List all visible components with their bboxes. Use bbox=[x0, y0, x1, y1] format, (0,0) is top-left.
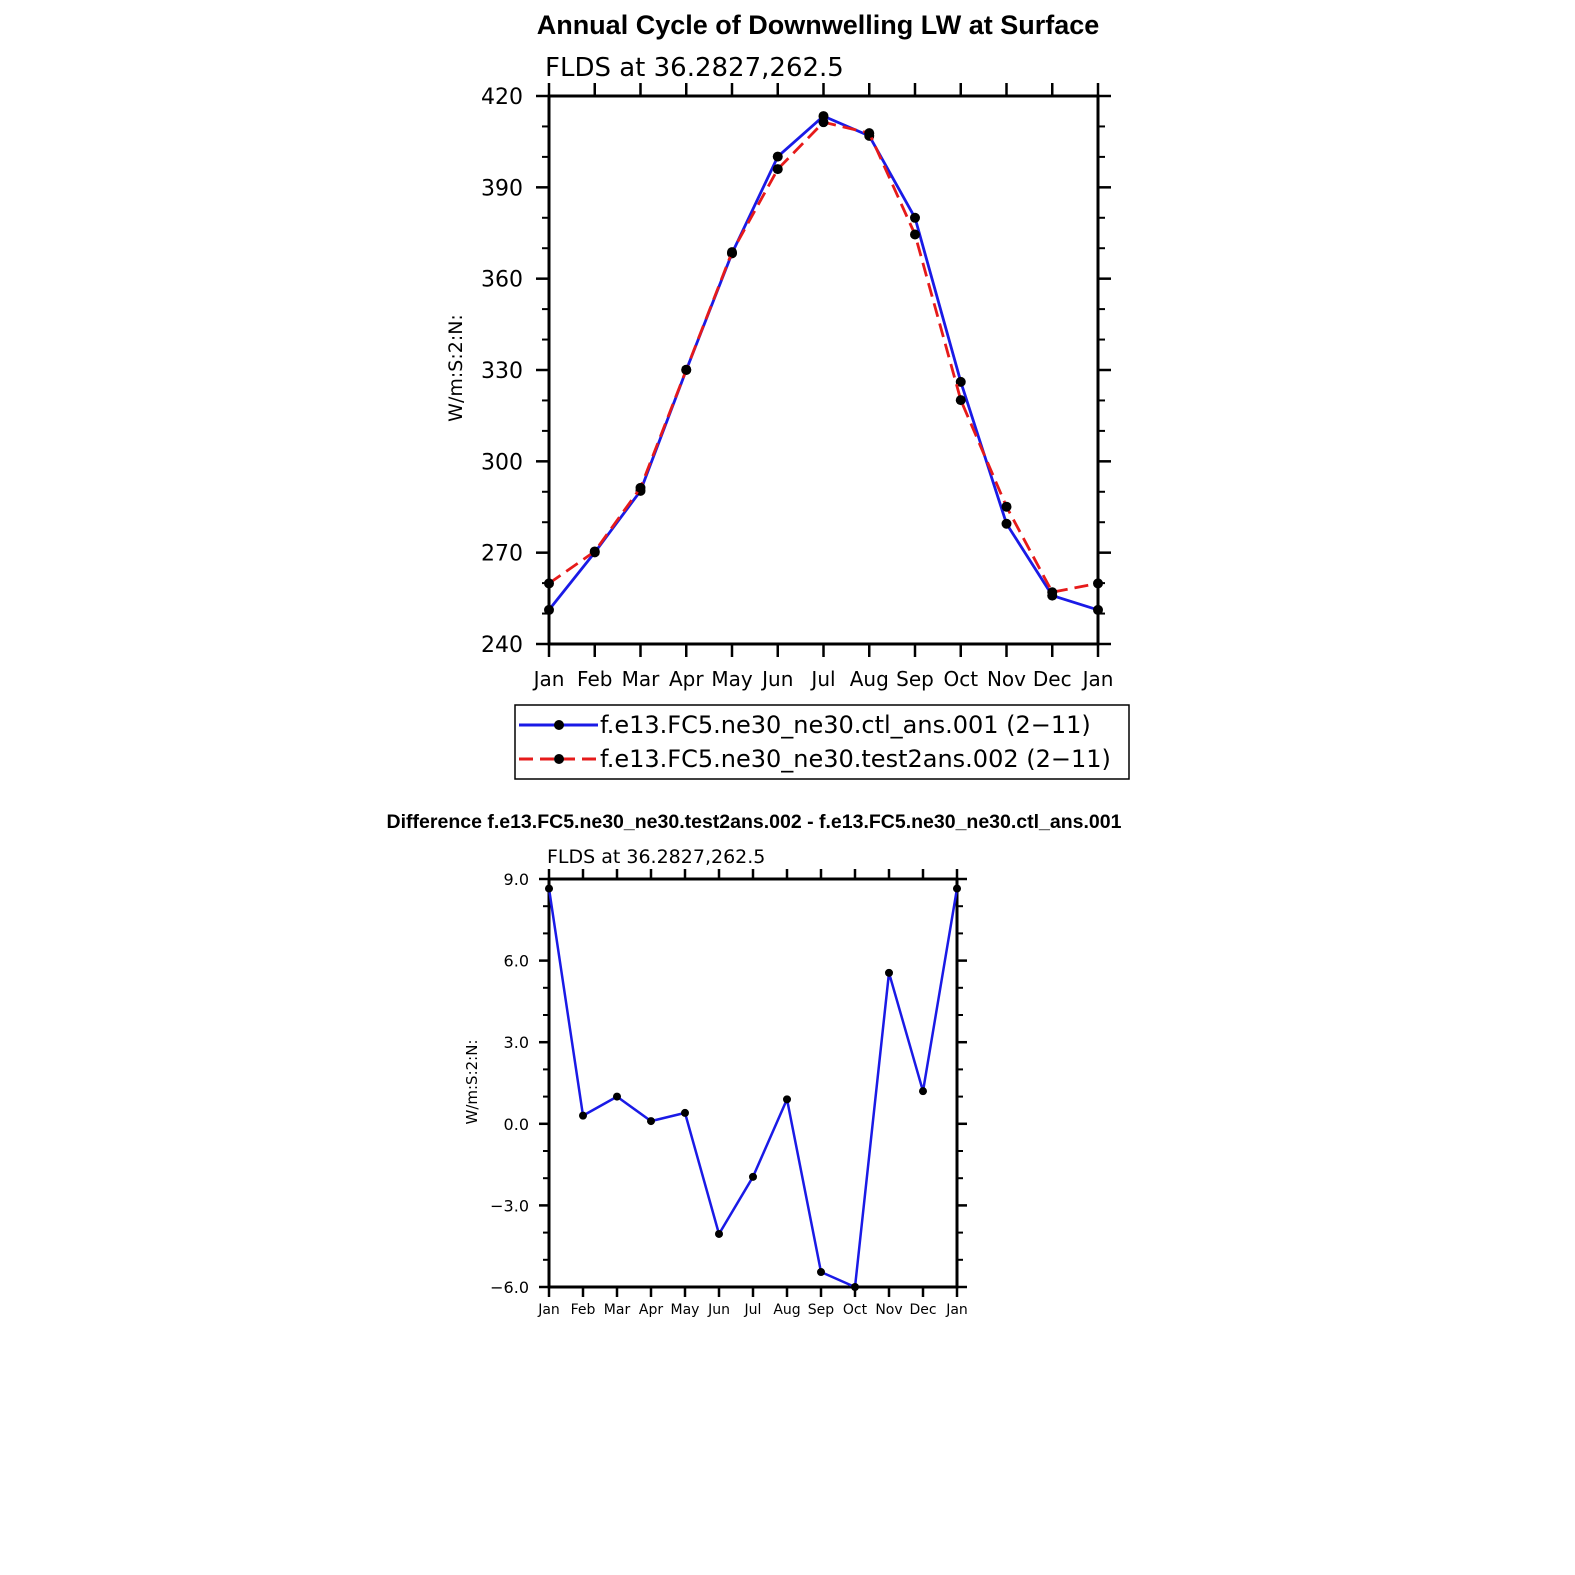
series-1-point bbox=[1001, 501, 1012, 512]
y-tick-label: 360 bbox=[481, 268, 523, 293]
diff-chart-subtitle: FLDS at 36.2827,262.5 bbox=[547, 846, 765, 868]
x-tick-label: Oct bbox=[943, 667, 978, 691]
y-tick-label: 9.0 bbox=[504, 870, 529, 889]
y-tick-label: −3.0 bbox=[490, 1196, 529, 1215]
x-tick-label: May bbox=[671, 1302, 700, 1318]
series-0-point bbox=[783, 1095, 791, 1104]
x-tick-label: Mar bbox=[604, 1302, 631, 1318]
series-line-0 bbox=[547, 114, 1099, 612]
series-0-point bbox=[544, 604, 554, 615]
x-tick-label: Apr bbox=[639, 1302, 663, 1318]
series-1-point bbox=[589, 546, 600, 557]
series-0-point bbox=[817, 1268, 825, 1277]
y-tick-label: 390 bbox=[481, 176, 523, 201]
x-tick-label: Sep bbox=[896, 667, 934, 691]
x-tick-label: May bbox=[711, 667, 753, 691]
series-1-point bbox=[955, 395, 966, 406]
y-tick-label: 420 bbox=[481, 85, 523, 110]
series-line-0 bbox=[547, 888, 959, 1289]
top-chart-ylabel: W/m:S:2:N: bbox=[445, 314, 467, 422]
x-tick-label: Aug bbox=[773, 1302, 800, 1318]
x-tick-label: Dec bbox=[909, 1302, 936, 1318]
top-chart-legend: f.e13.FC5.ne30_ne30.ctl_ans.001 (2−11) f… bbox=[514, 704, 1130, 780]
x-tick-label: Jan bbox=[532, 667, 565, 691]
x-tick-label: Aug bbox=[850, 667, 889, 691]
series-0-point bbox=[955, 376, 966, 387]
series-0-point bbox=[749, 1172, 757, 1181]
series-0-point bbox=[647, 1117, 655, 1126]
series-0-point bbox=[919, 1087, 927, 1096]
series-1-point bbox=[910, 229, 920, 240]
series-1-point bbox=[635, 482, 646, 493]
x-tick-label: Feb bbox=[577, 667, 612, 691]
series-0-point bbox=[579, 1111, 587, 1120]
y-tick-label: 6.0 bbox=[504, 952, 529, 971]
x-tick-label: Feb bbox=[571, 1302, 596, 1318]
x-tick-label: Nov bbox=[875, 1302, 902, 1318]
plot-frame bbox=[547, 877, 959, 1289]
y-tick-label: 330 bbox=[481, 359, 523, 384]
series-0-point bbox=[772, 151, 783, 162]
series-line-1 bbox=[548, 120, 1099, 594]
series-0-point bbox=[1093, 604, 1103, 615]
plot-frame bbox=[547, 94, 1100, 646]
y-tick-label: 0.0 bbox=[504, 1115, 529, 1134]
series-1-point bbox=[681, 364, 692, 375]
diff-chart-title: Difference f.e13.FC5.ne30_ne30.test2ans.… bbox=[387, 811, 1122, 833]
series-1-point bbox=[544, 578, 554, 589]
x-tick-label: Mar bbox=[622, 667, 661, 691]
series-0-point bbox=[1001, 518, 1012, 529]
x-tick-label: Jan bbox=[537, 1302, 560, 1318]
y-tick-label: 240 bbox=[481, 633, 523, 658]
x-tick-label: Jul bbox=[809, 667, 835, 691]
x-tick-label: Jan bbox=[945, 1302, 968, 1318]
series-0-point bbox=[545, 884, 553, 893]
series-1-point bbox=[727, 247, 737, 258]
x-tick-label: Jun bbox=[760, 667, 793, 691]
legend-ctl-marker bbox=[554, 720, 564, 730]
y-tick-label: 3.0 bbox=[504, 1033, 529, 1052]
x-tick-label: Apr bbox=[669, 667, 704, 691]
x-tick-label: Jul bbox=[744, 1302, 762, 1318]
x-tick-label: Sep bbox=[808, 1302, 835, 1318]
series-0-point bbox=[885, 968, 893, 977]
x-tick-label: Dec bbox=[1033, 667, 1072, 691]
legend-test-marker bbox=[554, 754, 564, 764]
series-0-point bbox=[953, 884, 961, 893]
y-tick-label: 300 bbox=[481, 450, 523, 475]
series-0-point bbox=[851, 1283, 859, 1291]
diff-chart: Jan Feb Mar Apr May Jun Jul Aug Sep Oct Nov Dec Jan−… bbox=[490, 869, 968, 1318]
legend-box bbox=[514, 704, 1130, 780]
series-1-point bbox=[1093, 578, 1103, 589]
series-0-point bbox=[681, 1108, 689, 1117]
legend-test-label: f.e13.FC5.ne30_ne30.test2ans.002 (2−11) bbox=[600, 745, 1111, 773]
series-0-point bbox=[613, 1092, 621, 1101]
series-0-point bbox=[715, 1229, 723, 1238]
top-chart-title: Annual Cycle of Downwelling LW at Surfac… bbox=[537, 10, 1100, 40]
x-tick-label: Jun bbox=[707, 1302, 730, 1318]
y-tick-label: −6.0 bbox=[490, 1278, 529, 1297]
legend-ctl-label: f.e13.FC5.ne30_ne30.ctl_ans.001 (2−11) bbox=[600, 711, 1091, 739]
series-0-point bbox=[910, 212, 920, 223]
series-1-point bbox=[818, 117, 829, 128]
series-1-point bbox=[772, 164, 783, 175]
x-tick-label: Jan bbox=[1081, 667, 1114, 691]
top-chart-subtitle: FLDS at 36.2827,262.5 bbox=[545, 53, 844, 83]
series-1-point bbox=[864, 128, 875, 139]
x-tick-label: Oct bbox=[843, 1302, 868, 1318]
top-chart: Jan Feb Mar Apr May Jun Jul Aug Sep Oct Nov Dec Jan 2… bbox=[481, 83, 1113, 691]
x-tick-label: Nov bbox=[987, 667, 1026, 691]
series-1-point bbox=[1047, 587, 1058, 598]
y-tick-label: 270 bbox=[481, 542, 523, 567]
diff-chart-ylabel: W/m:S:2:N: bbox=[463, 1040, 481, 1125]
